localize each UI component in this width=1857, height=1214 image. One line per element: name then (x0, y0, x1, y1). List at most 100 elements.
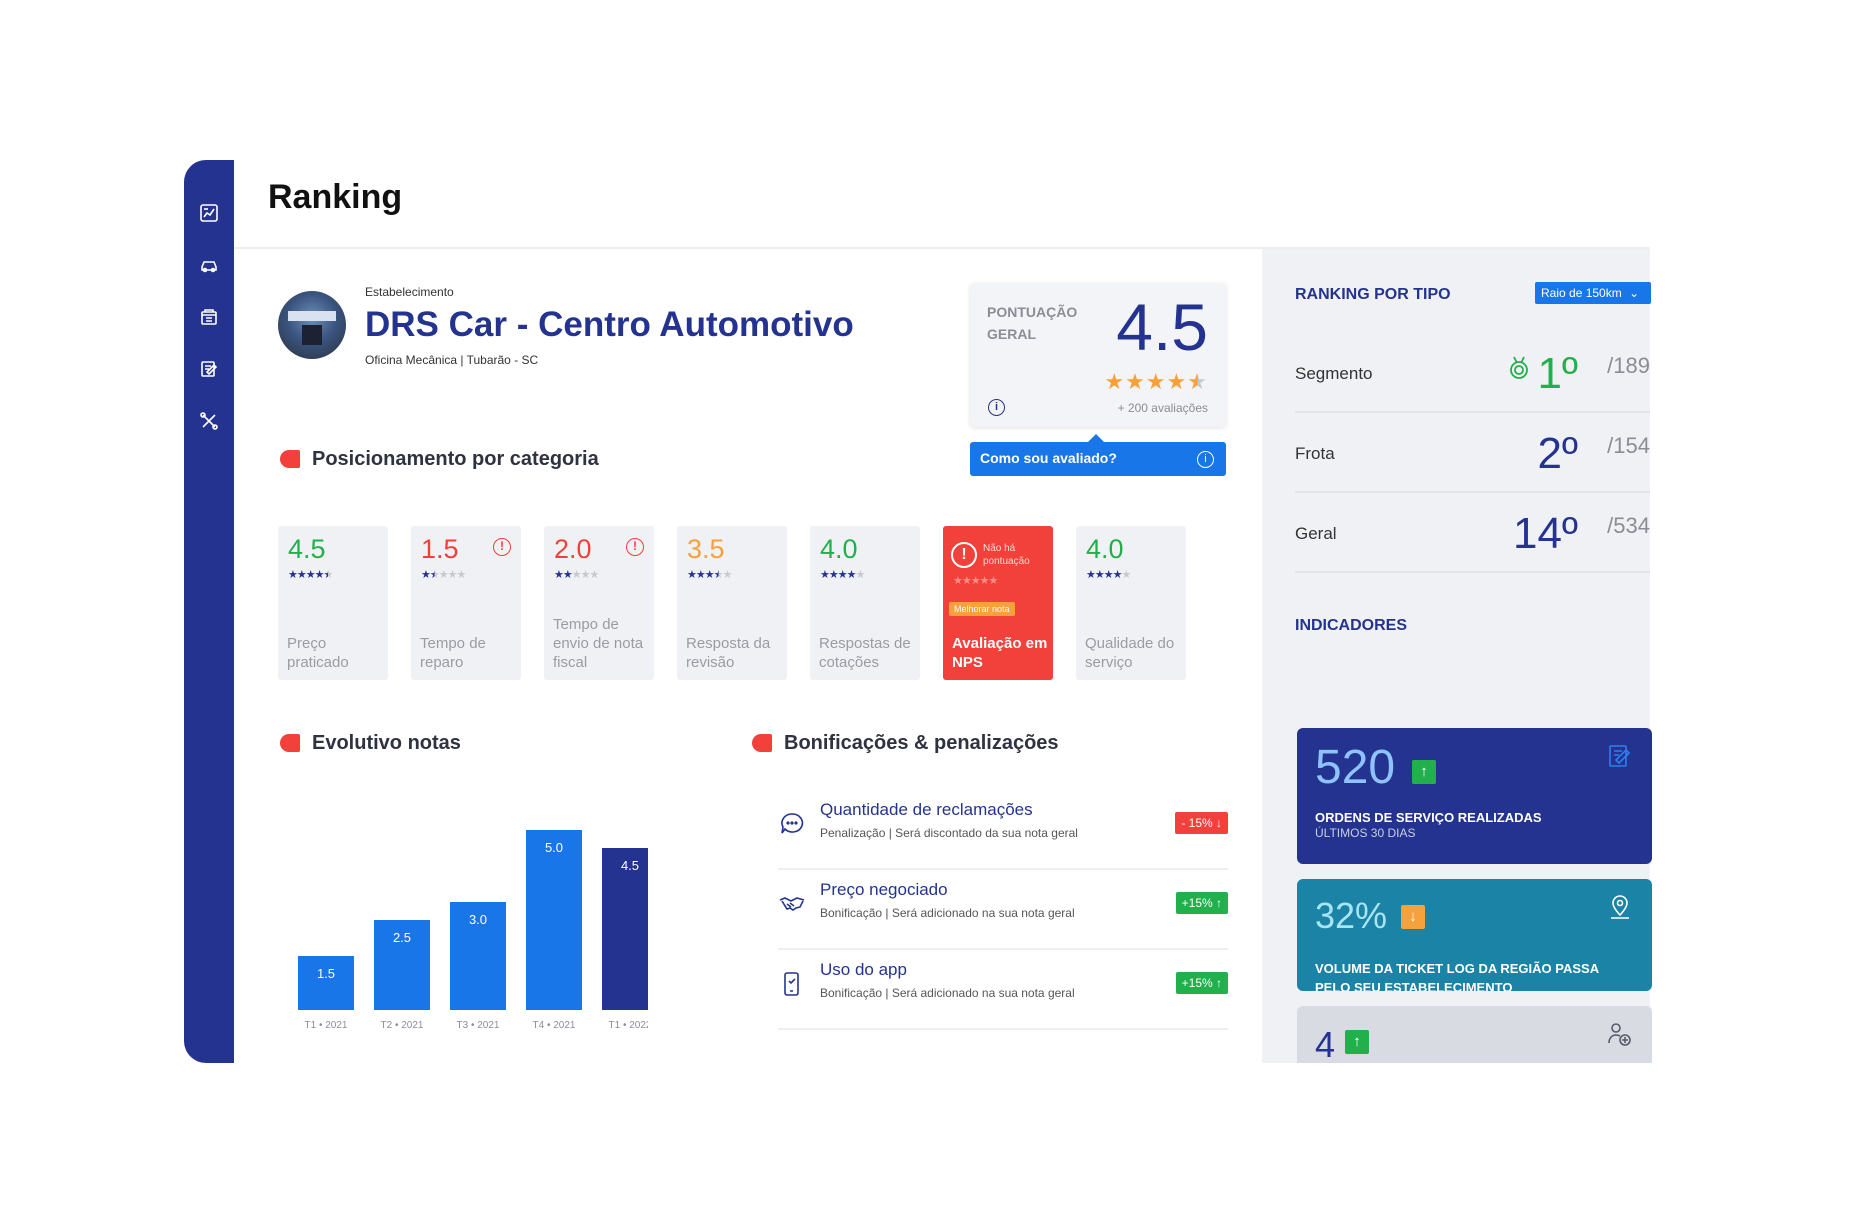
bar-value-label: 4.5 (621, 858, 639, 873)
indicator-card[interactable]: 520 ↑ ORDENS DE SERVIÇO REALIZADAS ÚLTIMOS … (1297, 728, 1652, 864)
bonus-description: Bonificação | Será adicionado na sua not… (820, 906, 1075, 920)
bonus-badge: +15% ↑ (1175, 972, 1228, 994)
radius-select-value: Raio de 150km (1541, 286, 1622, 300)
establishment-name: DRS Car - Centro Automotivo (365, 305, 854, 344)
category-stars: ★★★★★ (687, 569, 732, 581)
improve-badge: Melhorar nota (949, 602, 1015, 616)
dashboard-icon[interactable] (198, 202, 220, 224)
handshake-icon (778, 890, 808, 920)
how-am-i-evaluated-label: Como sou avaliado? (980, 450, 1117, 466)
indicator-value: 4 (1315, 1024, 1336, 1063)
radius-select[interactable]: Raio de 150km ⌄ (1535, 282, 1651, 304)
x-tick-label: T1 • 2022 (609, 1020, 648, 1031)
bonus-row[interactable]: Quantidade de reclamações Penalização | S… (778, 790, 1228, 870)
score-label: PONTUAÇÃO GERAL (987, 304, 1078, 342)
category-value: 1.5 (421, 534, 459, 564)
trend-arrow-icon: ↑ (1412, 760, 1436, 784)
category-label: Preço praticado (287, 635, 349, 671)
bonus-badge: +15% ↑ (1175, 892, 1228, 914)
category-stars: ★★★★★ (1086, 569, 1131, 581)
ranking-label: Geral (1295, 524, 1337, 543)
indicator-card[interactable]: 32% ↓ VOLUME DA TICKET LOG DA REGIÃO PASSA… (1297, 879, 1652, 991)
indicator-card[interactable]: 4 ↑ (1297, 1006, 1652, 1063)
car-icon[interactable] (198, 254, 220, 276)
category-stars: ★★★★★ (288, 569, 333, 581)
indicator-title: VOLUME DA TICKET LOG DA REGIÃO PASSA PEL… (1315, 961, 1599, 991)
info-icon: i (1197, 451, 1214, 468)
bonus-title: Preço negociado (820, 880, 948, 899)
indicator-value: 32% (1315, 895, 1388, 936)
ranking-position: 14º (1512, 509, 1578, 558)
ranking-label: Segmento (1295, 364, 1373, 383)
bar-value-label: 5.0 (545, 840, 563, 855)
establishment-avatar (278, 291, 346, 359)
building-icon[interactable] (198, 306, 220, 328)
category-card[interactable]: 2.0! ★★★★★ Tempo de envio de nota fiscal (544, 526, 654, 680)
how-am-i-evaluated-button[interactable]: Como sou avaliado? i (970, 434, 1226, 476)
category-value: 4.0 (1086, 534, 1124, 564)
x-tick-label: T3 • 2021 (457, 1020, 500, 1031)
indicators-section-title: INDICADORES (1295, 617, 1408, 634)
sidebar (184, 160, 234, 1063)
edit-icon[interactable] (198, 358, 220, 380)
evolution-section-title: Evolutivo notas (312, 732, 461, 754)
bar-value-label: 3.0 (469, 912, 487, 927)
category-value: 4.0 (820, 534, 858, 564)
establishment-subtitle: Oficina Mecânica | Tubarão - SC (365, 353, 539, 367)
bonus-title: Uso do app (820, 960, 907, 979)
score-stars: ★★★★★ (1104, 369, 1208, 394)
ranking-position: 1º (1537, 349, 1578, 398)
category-card[interactable]: 4.0 ★★★★★ Respostas de cotações (810, 526, 920, 680)
indicator-title: ORDENS DE SERVIÇO REALIZADAS (1315, 810, 1542, 825)
bonuses-section-title: Bonificações & penalizações (784, 732, 1059, 754)
category-card[interactable]: 4.5 ★★★★★ Preço praticado (278, 526, 388, 680)
bar-value-label: 2.5 (393, 930, 411, 945)
location-icon (1606, 893, 1636, 923)
ranking-label: Frota (1295, 444, 1335, 463)
bonus-row[interactable]: Preço negociado Bonificação | Será adicio… (778, 870, 1228, 950)
bar (450, 902, 506, 1010)
ranking-section-title: RANKING POR TIPO (1295, 286, 1451, 303)
bar-value-label: 1.5 (317, 966, 335, 981)
header-divider (234, 247, 1650, 249)
indicator-value: 520 (1315, 741, 1396, 794)
tools-icon[interactable] (198, 410, 220, 432)
phone-icon (778, 970, 808, 1000)
overall-score-card: PONTUAÇÃO GERAL 4.5 ★★★★★ i + 200 avalia… (970, 283, 1226, 427)
ranking-row: Segmento 1º/189 (1295, 335, 1650, 413)
category-stars: ★★★★★ (421, 569, 466, 581)
no-score-text: Não há pontuação (983, 543, 1030, 567)
bonus-badge: - 15% ↓ (1175, 812, 1228, 834)
ranking-row: Frota 2º/154 (1295, 415, 1650, 493)
category-label: Tempo de envio de nota fiscal (553, 616, 644, 671)
chevron-down-icon: ⌄ (1629, 286, 1640, 300)
categories-section-title: Posicionamento por categoria (312, 448, 599, 470)
bonus-description: Penalização | Será discontado da sua not… (820, 826, 1078, 840)
edit-icon (1606, 742, 1636, 772)
section-bullet (280, 450, 300, 468)
category-label: Avaliação em NPS (952, 635, 1048, 671)
bonus-description: Bonificação | Será adicionado na sua not… (820, 986, 1075, 1000)
category-label: Tempo de reparo (420, 635, 486, 671)
establishment-label: Estabelecimento (365, 285, 454, 299)
ranking-row: Geral 14º/534 (1295, 495, 1650, 573)
category-label: Respostas de cotações (819, 635, 911, 671)
ranking-total: /189 (1607, 353, 1650, 378)
caret-up-icon (1088, 434, 1104, 442)
category-value: 4.5 (288, 534, 326, 564)
medal-icon (1508, 355, 1530, 381)
category-card[interactable]: 3.5 ★★★★★ Resposta da revisão (677, 526, 787, 680)
category-label: Qualidade do serviço (1085, 635, 1175, 671)
category-card[interactable]: 1.5! ★★★★★ Tempo de reparo (411, 526, 521, 680)
trend-arrow-icon: ↑ (1345, 1030, 1369, 1054)
bonus-row[interactable]: Uso do app Bonificação | Será adicionado … (778, 950, 1228, 1030)
category-card[interactable]: ! Não há pontuação ★★★★★ Melhorar nota Avali… (943, 526, 1053, 680)
ranking-total: /154 (1607, 433, 1650, 458)
x-tick-label: T2 • 2021 (381, 1020, 424, 1031)
warning-icon: ! (493, 538, 511, 556)
info-icon[interactable]: i (988, 399, 1005, 416)
category-stars: ★★★★★ (554, 569, 599, 581)
category-card[interactable]: 4.0 ★★★★★ Qualidade do serviço (1076, 526, 1186, 680)
user-add-icon (1606, 1020, 1636, 1050)
ranking-total: /534 (1607, 513, 1650, 538)
